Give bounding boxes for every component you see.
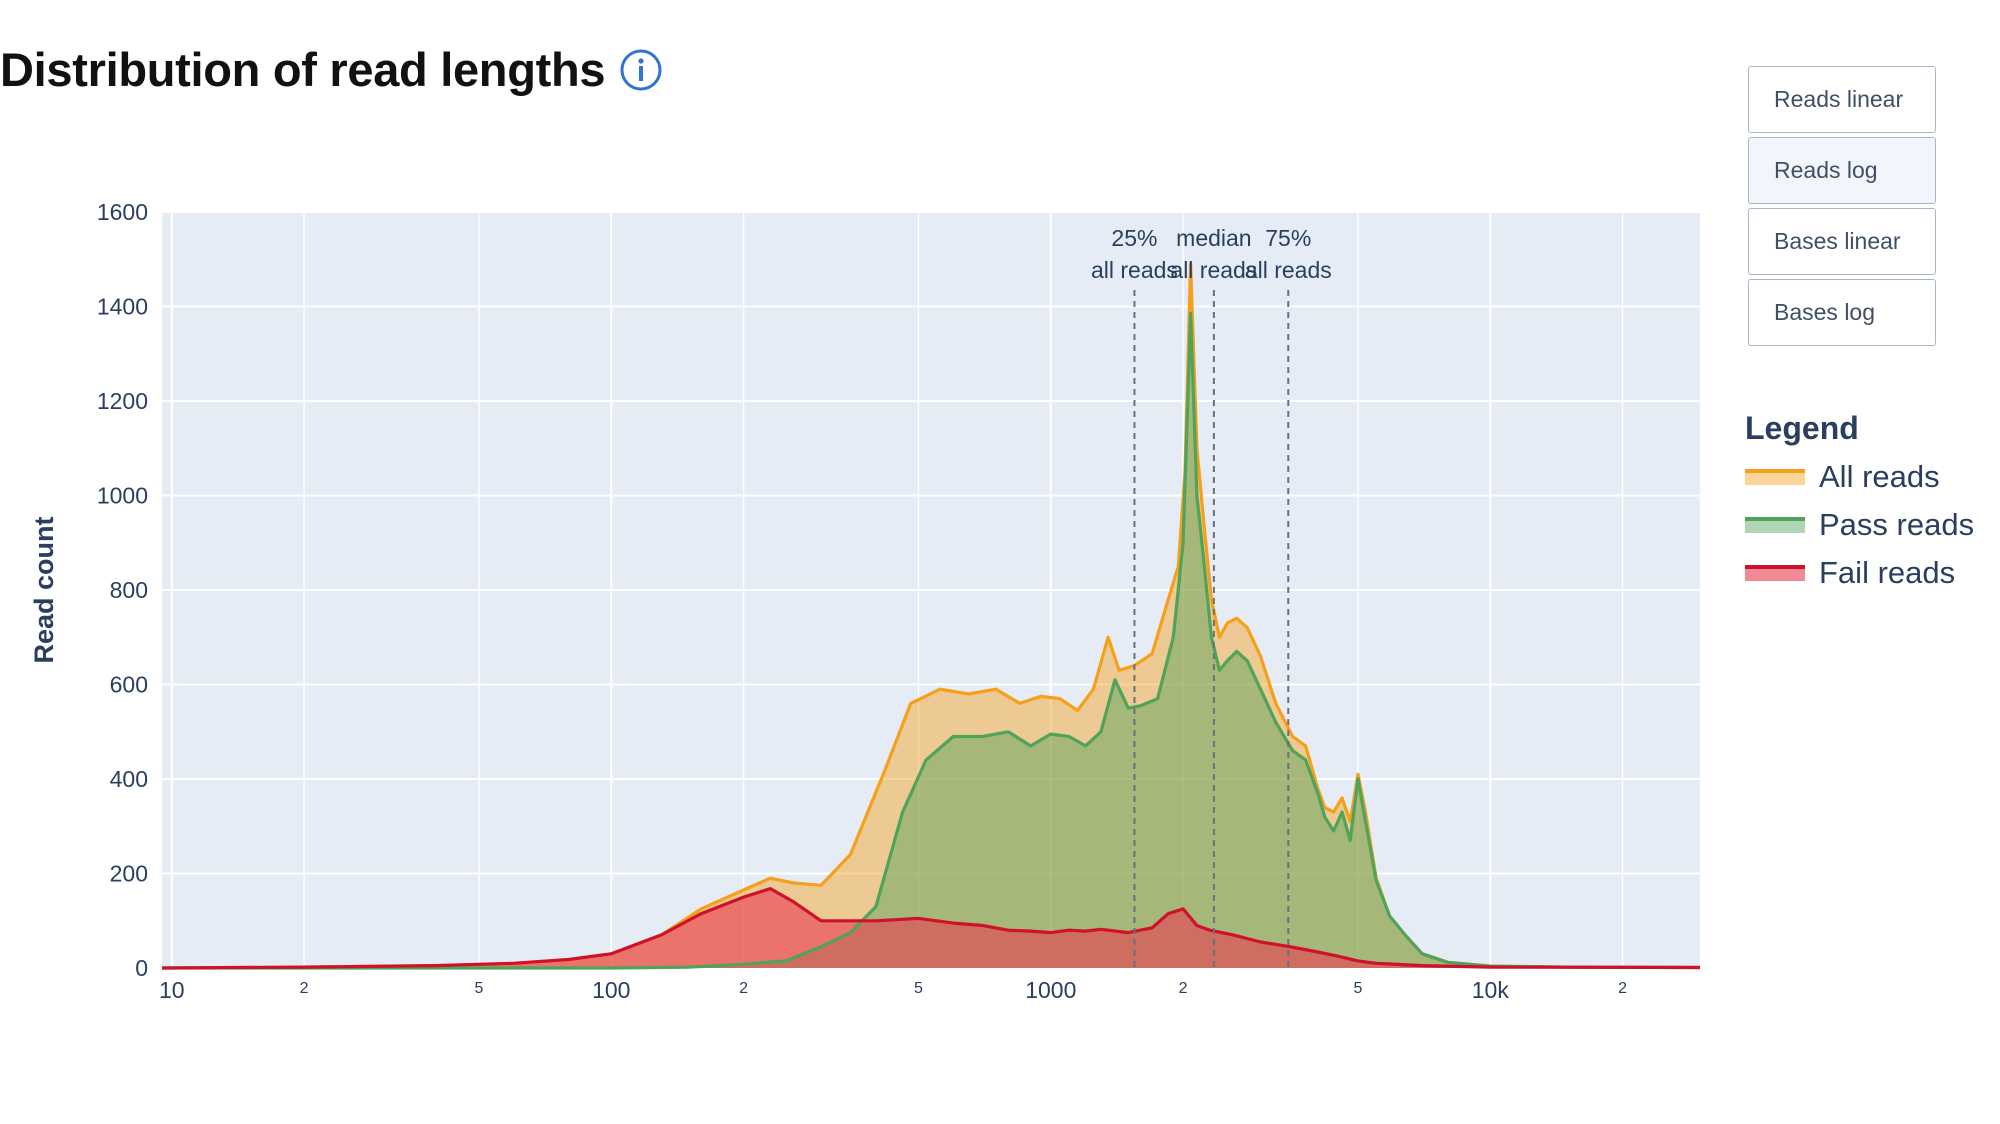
x-tick-label: 10: [159, 977, 185, 1003]
y-tick-label: 0: [135, 955, 148, 981]
legend-item-all-reads[interactable]: All reads: [1745, 453, 1974, 501]
series-line-pass-reads: [162, 312, 1701, 970]
series-area-pass-reads: [162, 313, 1700, 969]
info-circle-icon[interactable]: [619, 48, 663, 92]
legend-title: Legend: [1745, 410, 1859, 446]
y-tick-label: 1600: [97, 199, 148, 225]
percentile-label: all reads: [1091, 257, 1178, 283]
y-tick-label: 600: [110, 672, 148, 698]
y-tick-label: 800: [110, 577, 148, 603]
legend-label: Fail reads: [1819, 555, 1956, 590]
y-tick-label: 1400: [97, 294, 148, 320]
percentile-label: all reads: [1170, 257, 1257, 283]
x-tick-label: 2: [1179, 980, 1188, 997]
y-axis-title: Read count: [29, 516, 59, 663]
x-tick-label: 100: [592, 977, 630, 1003]
y-tick-label: 1200: [97, 388, 148, 414]
x-tick-label: 10k: [1472, 977, 1510, 1003]
legend-label: All reads: [1819, 459, 1940, 494]
reads-log-button[interactable]: Reads log: [1748, 137, 1936, 204]
series-line-fail-reads: [161, 886, 1701, 970]
y-tick-label: 200: [110, 861, 148, 887]
x-tick-label: 2: [739, 980, 748, 997]
read-length-chart: 0 200 400 600 800 1000 1200 1400 1600 10 2 5 100 2 5 10…: [29, 199, 1701, 1003]
legend-item-pass-reads[interactable]: Pass reads: [1745, 501, 1974, 549]
legend-label: Pass reads: [1819, 507, 1975, 542]
x-tick-label: 2: [1618, 980, 1627, 997]
legend-swatch-pass-reads: [1745, 517, 1805, 533]
bases-linear-button[interactable]: Bases linear: [1748, 208, 1936, 275]
x-tick-label: 1000: [1025, 977, 1076, 1003]
percentile-label: 75%: [1265, 225, 1311, 251]
page-title: Distribution of read lengths: [0, 43, 606, 96]
percentile-label: all reads: [1245, 257, 1332, 283]
percentile-label: 25%: [1111, 225, 1157, 251]
y-tick-label: 1000: [97, 483, 148, 509]
x-tick-label: 5: [914, 980, 923, 997]
legend-item-fail-reads[interactable]: Fail reads: [1745, 549, 1974, 597]
legend-swatch-all-reads: [1745, 469, 1805, 485]
x-tick-label: 5: [1354, 980, 1363, 997]
title-row: Distribution of read lengths: [0, 42, 663, 97]
series-area-fail-reads: [162, 888, 1700, 968]
legend-swatch-fail-reads: [1745, 565, 1805, 581]
series-area-all-reads: [162, 264, 1700, 968]
y-tick-label: 400: [110, 766, 148, 792]
scale-mode-button-group: Reads linear Reads log Bases linear Base…: [1748, 66, 1936, 350]
percentile-label: median: [1176, 225, 1251, 251]
reads-linear-button[interactable]: Reads linear: [1748, 66, 1936, 133]
bases-log-button[interactable]: Bases log: [1748, 279, 1936, 346]
x-tick-label: 2: [300, 980, 309, 997]
chart-legend: Legend All reads Pass reads Fail reads: [1745, 410, 1974, 597]
x-tick-label: 5: [475, 980, 484, 997]
